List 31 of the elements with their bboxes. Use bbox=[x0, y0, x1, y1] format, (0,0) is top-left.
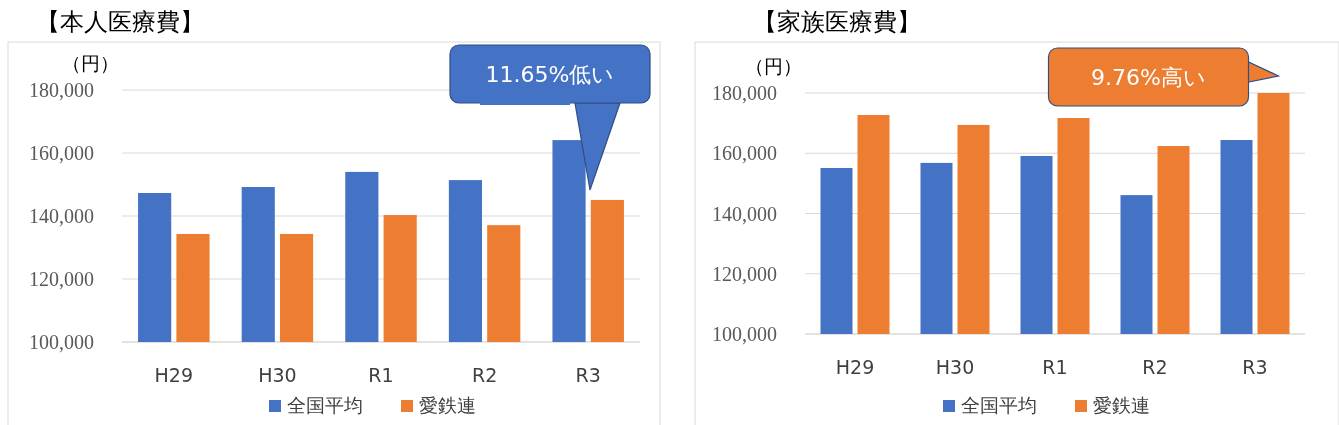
x-tick-label: R1 bbox=[1042, 356, 1068, 378]
y-tick-label: 180,000 bbox=[29, 79, 94, 101]
y-tick-label: 100,000 bbox=[29, 331, 94, 353]
x-tick-label: H30 bbox=[258, 364, 297, 386]
annotation: 9.76%高い bbox=[1091, 65, 1206, 90]
x-tick-label: H29 bbox=[154, 364, 194, 386]
y-tick-label: 180,000 bbox=[712, 82, 777, 104]
x-tick-label: R3 bbox=[575, 364, 601, 386]
x-tick-label: H30 bbox=[935, 356, 975, 378]
y-axis-title: （円） bbox=[62, 52, 119, 74]
y-tick-label: 140,000 bbox=[29, 205, 94, 227]
x-tick-label: R2 bbox=[1142, 356, 1168, 378]
text: 11.65%低い bbox=[485, 62, 615, 87]
y-tick-label: 160,000 bbox=[712, 142, 777, 165]
legend-label: 愛鉄連 bbox=[419, 394, 476, 416]
x-tick-label: R3 bbox=[1242, 356, 1268, 378]
y-tick-label: 120,000 bbox=[29, 268, 94, 290]
y-tick-label: 120,000 bbox=[712, 262, 777, 285]
legend-label: 愛鉄連 bbox=[1093, 394, 1150, 416]
legend-label: 全国平均 bbox=[961, 394, 1037, 416]
x-tick-label: H29 bbox=[835, 356, 875, 378]
chart-title: 【家族医療費】 bbox=[753, 8, 921, 36]
picture-callout: 9.76%高い bbox=[1047, 47, 1281, 107]
x-tick-label: R1 bbox=[368, 364, 394, 386]
chart-title: 【本人医療費】 bbox=[36, 8, 204, 36]
legend-label: 全国平均 bbox=[287, 394, 363, 416]
x-tick-label: R2 bbox=[471, 364, 498, 386]
y-tick-label: 100,000 bbox=[712, 323, 777, 345]
y-tick-label: 140,000 bbox=[712, 202, 777, 225]
y-tick-label: 160,000 bbox=[29, 142, 94, 164]
y-axis-title: （円） bbox=[745, 55, 802, 77]
